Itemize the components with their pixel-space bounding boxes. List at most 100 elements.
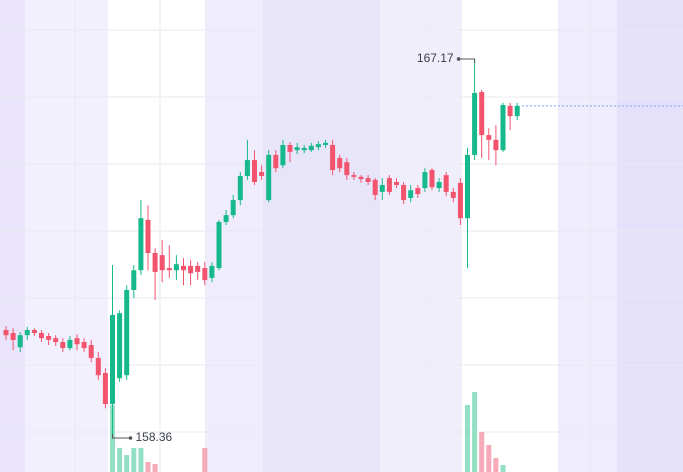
candle-body — [486, 135, 492, 140]
candle-body — [294, 147, 300, 151]
candle-body — [386, 178, 392, 192]
candle-body — [429, 169, 435, 188]
candle-body — [152, 252, 158, 272]
volume-bar — [479, 432, 485, 472]
band — [108, 0, 205, 472]
candle-body — [17, 335, 23, 348]
candle-body — [344, 162, 350, 176]
candle-body — [401, 185, 407, 201]
volume-bar — [124, 455, 130, 472]
candle-body — [244, 160, 250, 176]
candle-body — [280, 144, 286, 166]
candle-body — [237, 175, 243, 201]
band — [25, 0, 108, 472]
candle-body — [436, 182, 442, 189]
candle-body — [422, 172, 428, 189]
candle-body — [230, 200, 236, 216]
band — [380, 0, 462, 472]
volume-bar — [493, 458, 499, 472]
candle-body — [202, 268, 208, 281]
candle-body — [301, 148, 307, 151]
candle-body — [308, 145, 314, 151]
candle-body — [110, 314, 115, 405]
candle-body — [102, 373, 108, 405]
band — [263, 0, 380, 472]
candle-body — [3, 330, 9, 336]
volume-bar — [152, 464, 158, 472]
candle-body — [457, 182, 463, 219]
candle-body — [514, 105, 520, 117]
candle-body — [10, 333, 16, 340]
candle-body — [138, 218, 144, 271]
candle-body — [351, 175, 357, 177]
candle-body — [315, 144, 321, 148]
candle-body — [159, 255, 165, 271]
band — [462, 0, 558, 472]
candle-body — [145, 219, 151, 253]
low-leader — [112, 434, 131, 439]
candle-body — [223, 215, 229, 223]
volume-bar — [117, 448, 123, 472]
volume-bar — [202, 448, 208, 472]
candle-body — [415, 188, 421, 195]
candle-body — [472, 92, 478, 155]
volume-bar — [145, 462, 151, 472]
candle-body — [166, 268, 172, 271]
candle-body — [408, 190, 414, 198]
volume-bar — [138, 448, 144, 472]
high-annotation: 167.17 — [417, 51, 454, 65]
candle-body — [188, 265, 194, 274]
high-leader — [458, 58, 476, 63]
candle-body — [337, 157, 343, 169]
candle-body — [74, 338, 80, 345]
candle-body — [216, 222, 222, 269]
candle-body — [450, 191, 456, 198]
volume-bar — [486, 445, 492, 472]
candle-body — [500, 104, 506, 151]
candle-body — [124, 289, 130, 376]
low-marker — [128, 436, 133, 440]
candle-body — [273, 154, 279, 169]
candle-body — [365, 178, 371, 183]
candle-body — [372, 179, 378, 195]
candle-body — [209, 265, 215, 278]
band — [617, 0, 683, 472]
candle-body — [379, 185, 385, 192]
candle-body — [443, 175, 449, 192]
candle-body — [39, 333, 44, 339]
candle-body — [53, 338, 59, 343]
candle-body — [195, 265, 201, 272]
candle-body — [88, 345, 94, 358]
candle-body — [67, 339, 73, 349]
candle-body — [131, 270, 137, 290]
candles — [3, 58, 520, 439]
high-marker — [456, 57, 461, 61]
candle-body — [266, 154, 272, 201]
candle-body — [173, 264, 179, 271]
volume-bar — [131, 448, 137, 472]
low-annotation: 158.36 — [136, 430, 173, 444]
candle-body — [31, 330, 37, 334]
band — [205, 0, 263, 472]
candle-body — [117, 313, 123, 379]
candle-body — [330, 144, 336, 170]
candle-body — [95, 357, 101, 376]
candle-body — [81, 342, 87, 349]
candle-body — [259, 172, 265, 176]
band — [558, 0, 617, 472]
candle-body — [465, 154, 470, 219]
candle-body — [287, 144, 293, 152]
band — [0, 0, 25, 472]
candle-body — [46, 336, 52, 340]
candle-body — [493, 139, 499, 151]
candle-body — [394, 182, 399, 186]
candle-body — [507, 105, 513, 117]
candle-body — [181, 265, 186, 271]
volume-bar — [472, 392, 478, 472]
volume-bar — [465, 405, 470, 472]
candle-body — [479, 92, 485, 136]
candle-body — [252, 160, 257, 183]
